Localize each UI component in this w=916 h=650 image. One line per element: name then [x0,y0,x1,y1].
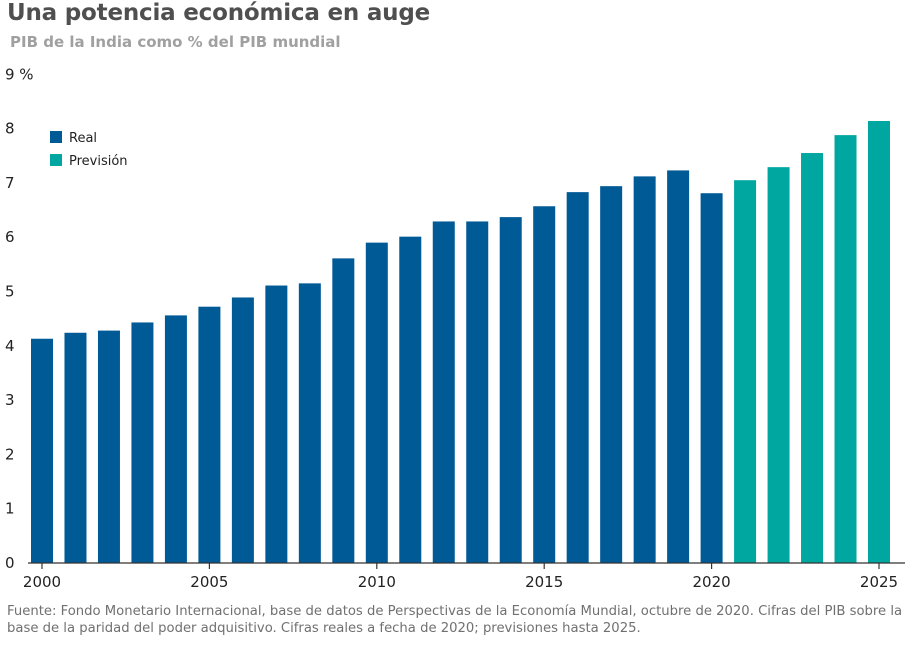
x-tick-label: 2020 [693,573,731,591]
bars [31,121,890,564]
bar-2007 [265,285,288,563]
bar-2015 [533,206,556,563]
bar-2008 [298,283,321,563]
bar-2016 [566,192,589,563]
source-footnote: Fuente: Fondo Monetario Internacional, b… [7,604,903,636]
y-tick-label: 6 [5,228,15,246]
legend: Real Previsión [50,131,128,169]
bar-2014 [499,217,522,564]
legend-swatch-real [50,131,62,143]
y-tick-label: 3 [5,391,15,409]
y-tick-label: 5 [5,283,15,301]
bar-2004 [164,315,187,563]
legend-label-real: Real [69,131,97,146]
y-tick-label: 0 [5,554,15,572]
x-tick-label: 2005 [190,573,228,591]
chart-title: Una potencia económica en auge [7,0,431,26]
y-tick-label: 1 [5,500,15,518]
legend-label-forecast: Previsión [69,154,128,169]
bar-2006 [231,297,254,563]
bar-2002 [97,330,120,563]
y-tick-label: 2 [5,445,15,463]
bar-2020 [700,193,723,563]
y-tick-label: 9 % [5,65,34,83]
bar-2012 [432,221,455,563]
bar-2021 [734,180,757,563]
bar-2019 [667,170,690,563]
bar-2003 [131,322,154,563]
bar-2010 [365,242,388,563]
bar-2013 [466,221,489,563]
x-tick-label: 2000 [23,573,61,591]
x-tick-label: 2015 [525,573,563,591]
x-axis-ticks: 2000 2005 2010 2015 2020 2025 [23,563,898,591]
bar-2009 [332,258,355,563]
chart-subtitle: PIB de la India como % del PIB mundial [10,33,341,51]
y-axis-labels: 0 1 2 3 4 5 6 7 8 9 % [5,65,34,572]
bar-2022 [767,167,790,563]
x-tick-label: 2025 [860,573,898,591]
bar-2011 [399,236,422,563]
bar-2017 [600,186,623,563]
x-tick-label: 2010 [358,573,396,591]
bar-chart: 0 1 2 3 4 5 6 7 8 9 % 2000 2005 2010 2015 2020 2025 Re… [5,65,905,591]
legend-swatch-forecast [50,154,62,166]
bar-2024 [834,135,857,563]
y-tick-label: 8 [5,120,15,138]
bar-2000 [31,338,53,563]
bar-2001 [64,332,87,563]
bar-2023 [801,153,824,564]
bar-2025 [868,121,890,563]
bar-2018 [633,176,656,563]
y-tick-label: 7 [5,174,15,192]
bar-2005 [198,306,221,563]
y-tick-label: 4 [5,337,15,355]
